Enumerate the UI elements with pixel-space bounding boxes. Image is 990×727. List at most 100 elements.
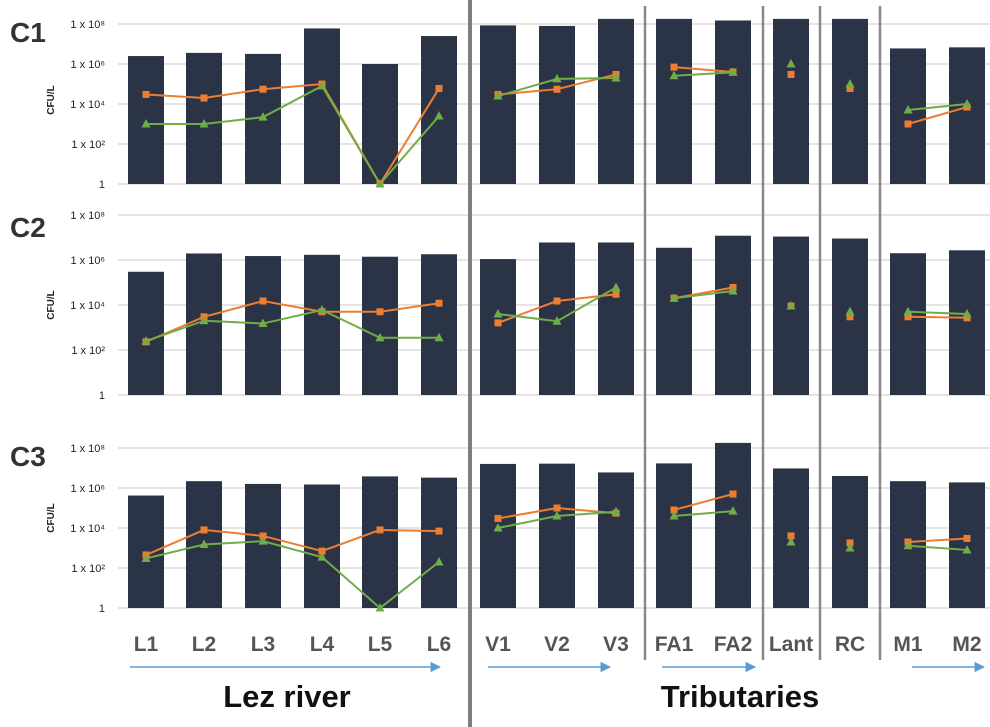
x-tick-label: L4 [310, 633, 335, 656]
data-point [611, 506, 621, 516]
panel-label: C1 [10, 17, 46, 48]
y-tick-label: 1 x 10⁸ [70, 19, 105, 31]
series-line [145, 540, 440, 610]
bar [656, 18, 692, 185]
data-point [494, 514, 502, 522]
data-point [375, 332, 385, 342]
data-point [435, 84, 443, 92]
data-point [729, 490, 737, 498]
x-tick-label: V2 [544, 633, 570, 656]
y-tick-label: 1 x 10⁶ [71, 255, 106, 267]
data-point [258, 318, 268, 328]
series-line [907, 310, 968, 315]
data-point [552, 316, 562, 325]
data-point [962, 99, 972, 108]
divider-layer [130, 0, 986, 727]
y-tick-label: 1 x 10⁶ [71, 483, 106, 495]
y-tick-label: 1 x 10⁸ [70, 443, 105, 455]
y-tick-label: 1 x 10² [71, 345, 105, 357]
y-tick-label: 1 [99, 603, 105, 615]
group-label: Lez river [223, 679, 351, 714]
series-line [907, 103, 968, 112]
data-point [904, 120, 912, 128]
data-point [493, 91, 503, 100]
marker-layer [141, 59, 972, 612]
data-point [317, 80, 327, 90]
data-point [200, 526, 208, 534]
panel-label: C3 [10, 441, 46, 472]
series-line [907, 537, 968, 543]
series-line [673, 493, 734, 511]
bar [890, 48, 926, 184]
data-point [141, 119, 151, 128]
data-point [199, 315, 209, 325]
bar [362, 476, 398, 608]
data-point [845, 306, 855, 316]
group-label: Tributaries [661, 679, 820, 714]
bar [773, 18, 809, 185]
data-point [435, 299, 443, 307]
x-tick-label: L1 [134, 633, 159, 656]
bar [715, 442, 751, 608]
series-line [907, 106, 968, 125]
data-point [259, 532, 267, 540]
data-point [317, 304, 327, 314]
y-tick-label: 1 x 10⁴ [70, 300, 105, 312]
x-tick-label: L5 [368, 633, 393, 656]
series-line [146, 84, 440, 186]
data-point [963, 534, 971, 542]
bar [539, 463, 575, 608]
x-tick-label: L2 [192, 633, 217, 656]
data-point [963, 314, 971, 322]
data-point [669, 293, 679, 302]
data-point [434, 556, 444, 566]
data-point [258, 536, 268, 545]
data-point [787, 532, 795, 540]
series-line [907, 544, 968, 551]
data-point [434, 111, 444, 120]
y-tick-label: 1 x 10² [71, 139, 105, 151]
data-point [552, 510, 562, 520]
y-axis-label: CFU/L [46, 503, 57, 532]
data-point [786, 59, 796, 68]
data-point [259, 85, 267, 93]
data-point [669, 70, 679, 80]
bar [245, 483, 281, 608]
data-point [612, 290, 620, 298]
data-point [317, 552, 327, 561]
x-tick-label: Lant [769, 633, 813, 656]
data-point [611, 282, 621, 291]
bar [656, 463, 692, 608]
series-line [673, 289, 734, 300]
x-tick-label: RC [835, 633, 865, 656]
data-point [846, 84, 854, 92]
bar [480, 463, 516, 608]
data-point [786, 301, 796, 310]
data-point [141, 336, 151, 345]
x-tick-label: FA2 [714, 633, 753, 656]
data-point [904, 313, 912, 321]
panel-label: C2 [10, 212, 46, 243]
data-point [553, 297, 561, 305]
data-point [845, 79, 855, 88]
data-point [318, 547, 326, 555]
bar [480, 259, 516, 395]
bar [715, 20, 751, 184]
bar [949, 47, 985, 184]
data-point [728, 285, 738, 295]
data-point [903, 105, 913, 114]
x-tick-label: V1 [485, 633, 511, 656]
bar [598, 18, 634, 185]
bar-layer [128, 18, 985, 608]
bar [773, 236, 809, 395]
data-point [962, 544, 972, 554]
data-point [375, 603, 385, 612]
bar [656, 247, 692, 395]
series-line [673, 510, 734, 517]
series-line [145, 300, 440, 343]
series-line [673, 66, 734, 73]
data-point [669, 510, 679, 520]
bar [890, 253, 926, 395]
bar [480, 25, 516, 184]
